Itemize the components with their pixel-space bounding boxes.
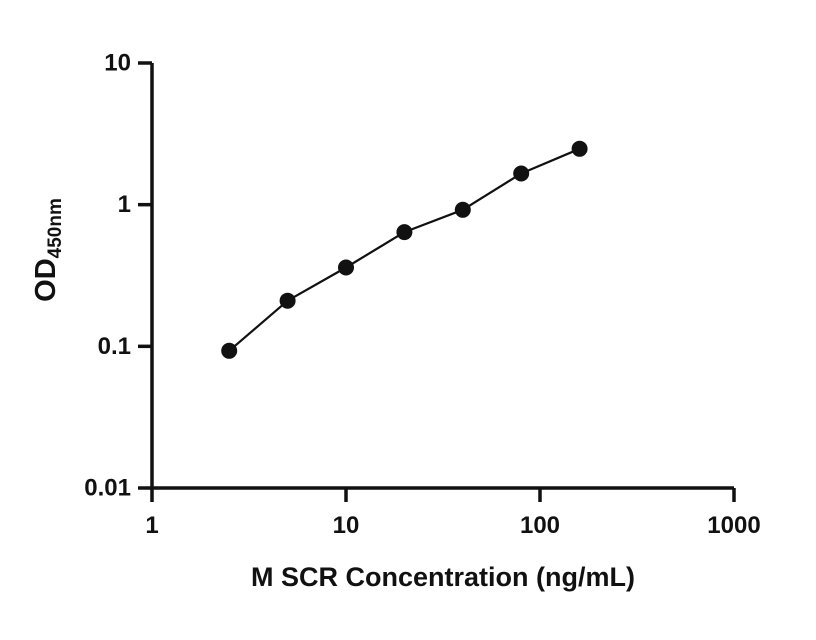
x-tick-label: 1000 — [707, 512, 760, 539]
data-point — [571, 140, 588, 157]
y-tick-label: 1 — [118, 191, 131, 218]
y-tick-label: 10 — [104, 50, 131, 77]
data-point — [513, 165, 530, 182]
x-tick-label: 100 — [520, 512, 560, 539]
data-point — [279, 292, 296, 309]
x-axis-title: M SCR Concentration (ng/mL) — [251, 562, 635, 592]
y-axis-title-main: OD — [30, 258, 62, 302]
x-tick-label: 1 — [145, 512, 158, 539]
data-series — [221, 140, 588, 359]
series-line — [228, 147, 581, 352]
data-point — [338, 259, 354, 276]
y-axis-title: OD450nm — [30, 198, 66, 302]
axes: 10 1 0.1 0.01 1 10 100 1000 — [84, 50, 760, 540]
data-point — [221, 342, 238, 359]
x-tick-label: 10 — [333, 512, 360, 539]
y-tick-label: 0.01 — [84, 475, 131, 502]
y-tick-label: 0.1 — [98, 333, 131, 360]
y-axis-title-sub: 450nm — [45, 198, 66, 258]
data-point — [396, 224, 413, 241]
data-point — [454, 201, 471, 218]
